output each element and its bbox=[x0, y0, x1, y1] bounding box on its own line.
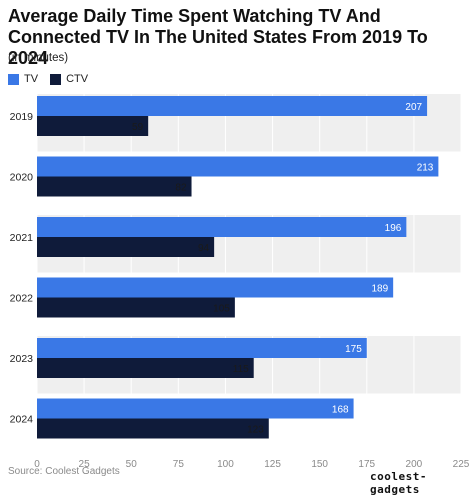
x-tick-label-50: 50 bbox=[126, 459, 138, 470]
legend-swatch-ctv bbox=[50, 73, 62, 85]
bar-ctv-2021 bbox=[37, 237, 215, 257]
category-label-2023: 2023 bbox=[10, 353, 34, 365]
x-tick-label-25: 25 bbox=[79, 459, 91, 470]
legend-item-tv: TV bbox=[8, 73, 38, 85]
bar-tv-2019 bbox=[37, 96, 428, 116]
data-label-tv-2022: 189 bbox=[371, 284, 388, 295]
x-tick-label-75: 75 bbox=[173, 459, 185, 470]
data-label-tv-2021: 196 bbox=[385, 223, 402, 234]
data-label-tv-2019: 207 bbox=[405, 102, 422, 113]
data-label-tv-2020: 213 bbox=[417, 163, 434, 174]
legend-label-ctv: CTV bbox=[66, 73, 89, 85]
x-tick-label-0: 0 bbox=[34, 459, 40, 470]
data-label-ctv-2019: 59 bbox=[132, 122, 144, 133]
category-label-2020: 2020 bbox=[10, 172, 34, 184]
x-tick-label-175: 175 bbox=[358, 459, 375, 470]
legend-item-ctv: CTV bbox=[50, 73, 88, 85]
bar-tv-2021 bbox=[37, 217, 407, 237]
bar-ctv-2023 bbox=[37, 358, 254, 378]
data-label-ctv-2024: 123 bbox=[247, 425, 264, 436]
x-tick-label-100: 100 bbox=[217, 459, 234, 470]
x-tick-label-150: 150 bbox=[311, 459, 328, 470]
bar-chart: 207 59 2019 213 82 2020 196 94 2021 189 105 2022 175… bbox=[10, 94, 470, 470]
legend-swatch-tv bbox=[8, 73, 19, 85]
data-label-tv-2023: 175 bbox=[345, 344, 362, 355]
data-label-ctv-2023: 115 bbox=[233, 364, 249, 375]
data-label-ctv-2021: 94 bbox=[198, 243, 210, 254]
x-tick-label-125: 125 bbox=[264, 459, 281, 470]
bar-ctv-2022 bbox=[37, 297, 235, 318]
legend-label-tv: TV bbox=[24, 73, 39, 85]
bar-ctv-2024 bbox=[37, 418, 269, 439]
chart-title: Average Daily Time Spent Watching TV And… bbox=[8, 6, 428, 68]
legend: TV CTV bbox=[8, 73, 100, 85]
bar-tv-2020 bbox=[37, 156, 439, 177]
data-label-ctv-2022: 105 bbox=[213, 304, 230, 315]
bar-ctv-2019 bbox=[37, 116, 149, 136]
source-note: Source: Coolest Gadgets bbox=[8, 466, 120, 477]
category-label-2024: 2024 bbox=[10, 414, 34, 426]
category-label-2022: 2022 bbox=[10, 293, 34, 305]
bar-tv-2023 bbox=[37, 338, 367, 358]
brand-logo: coolest-gadgets bbox=[370, 470, 427, 496]
chart-subtitle: (in minutes) bbox=[8, 52, 69, 64]
x-tick-label-200: 200 bbox=[406, 459, 423, 470]
x-tick-label-225: 225 bbox=[453, 459, 470, 470]
category-label-2019: 2019 bbox=[10, 111, 34, 123]
data-label-tv-2024: 168 bbox=[332, 405, 349, 416]
category-label-2021: 2021 bbox=[10, 232, 34, 244]
bar-tv-2022 bbox=[37, 277, 394, 298]
bar-tv-2024 bbox=[37, 398, 354, 419]
bar-ctv-2020 bbox=[37, 176, 192, 197]
data-label-ctv-2020: 82 bbox=[175, 183, 187, 194]
